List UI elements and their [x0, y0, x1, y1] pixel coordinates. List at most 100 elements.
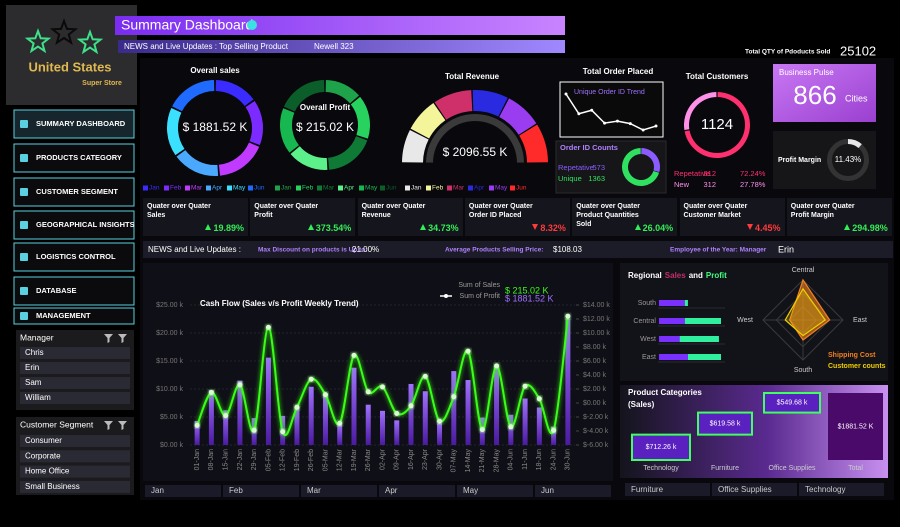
- bar: [294, 406, 300, 445]
- line-point: [536, 396, 542, 402]
- qoq-label: Quater over Quater Sales: [147, 203, 211, 219]
- bar: [522, 398, 528, 445]
- nav-label[interactable]: GEOGRAPHICAL INSIGHTS: [36, 220, 135, 229]
- slicer-item-label[interactable]: Erin: [25, 363, 39, 372]
- y-category-label: East: [642, 354, 656, 361]
- slicer-item-label[interactable]: William: [25, 393, 51, 402]
- legend-swatch: [164, 185, 169, 191]
- legend-label: Apr: [474, 185, 485, 192]
- slicer-item-label[interactable]: Sam: [25, 378, 42, 387]
- nav-label[interactable]: SUMMARY DASHBOARD: [36, 119, 126, 128]
- category-label[interactable]: Furniture: [631, 485, 664, 494]
- timeline-label[interactable]: Feb: [229, 486, 243, 495]
- news-employee-label: Employee of the Year: Manager: [670, 247, 767, 254]
- timeline-button[interactable]: [145, 485, 221, 497]
- category-label[interactable]: Office Supplies: [718, 485, 772, 494]
- slicer-item-label[interactable]: Small Business: [25, 482, 80, 491]
- slicer-item[interactable]: [20, 435, 130, 447]
- x-category-label: Furniture: [711, 465, 739, 472]
- news-price-value: $108.03: [553, 245, 582, 254]
- slicer-filter-icon[interactable]: [104, 421, 127, 430]
- line-point: [280, 429, 286, 435]
- legend-label: Jun: [516, 185, 527, 192]
- category-button[interactable]: [799, 483, 884, 496]
- nav-button[interactable]: [13, 276, 135, 306]
- trend-arrow: [205, 224, 212, 230]
- category-button[interactable]: [625, 483, 710, 496]
- nav-label[interactable]: LOGISTICS CONTROL: [36, 252, 116, 261]
- timeline-label[interactable]: Jun: [541, 486, 554, 495]
- nav-icon: [20, 154, 28, 162]
- y2-tick-label: $8.00 k: [583, 344, 606, 351]
- x-tick-label: 18-Jun: [536, 449, 543, 471]
- trend-arrow: [844, 224, 851, 230]
- legend-swatch: [426, 185, 431, 191]
- nav-label[interactable]: MANAGEMENT: [36, 311, 91, 320]
- x-tick-label: 14-May: [465, 449, 472, 473]
- line-point: [251, 427, 257, 433]
- timeline-label[interactable]: Jan: [151, 486, 164, 495]
- slicer-item[interactable]: [20, 377, 130, 389]
- qoq-label: Quater over Quater Product Quantities So…: [576, 203, 640, 228]
- bar: [351, 367, 357, 445]
- timeline-button[interactable]: [535, 485, 611, 497]
- x-tick-label: 01-Jan: [194, 449, 201, 471]
- timeline-button[interactable]: [301, 485, 377, 497]
- legend-swatch: [185, 185, 190, 191]
- title-part: and: [689, 271, 703, 280]
- trend-point: [564, 92, 568, 96]
- timeline-label[interactable]: May: [463, 486, 478, 495]
- bar: [265, 357, 271, 445]
- timeline-button[interactable]: [223, 485, 299, 497]
- nav-button[interactable]: [13, 109, 135, 139]
- nav-label[interactable]: PRODUCTS CATEGORY: [36, 153, 122, 162]
- line-point: [194, 422, 200, 428]
- slicer-item[interactable]: [20, 465, 130, 478]
- slicer-filter-icon[interactable]: [104, 334, 127, 343]
- nav-label[interactable]: DATABASE: [36, 286, 77, 295]
- logo-title: United States: [28, 59, 111, 74]
- nav-label[interactable]: CUSTOMER SEGMENT: [36, 187, 118, 196]
- pulse-card: [773, 64, 876, 122]
- slicer-item-label[interactable]: Consumer: [25, 436, 62, 445]
- qty-value: 25102: [840, 43, 876, 58]
- nav-button[interactable]: [13, 210, 135, 240]
- slicer-item-label[interactable]: Chris: [25, 348, 44, 357]
- category-button[interactable]: [712, 483, 797, 496]
- slicer-item[interactable]: [20, 480, 130, 493]
- nav-button[interactable]: [13, 177, 135, 207]
- slicer-item-label[interactable]: Corporate: [25, 451, 61, 460]
- nav-button[interactable]: [13, 242, 135, 272]
- category-label[interactable]: Technology: [805, 485, 845, 494]
- timeline-button[interactable]: [379, 485, 455, 497]
- timeline-button[interactable]: [457, 485, 533, 497]
- center-value: $ 2096.55 K: [443, 145, 508, 159]
- value-label: $549.68 k: [777, 400, 808, 407]
- legend-label: Feb: [302, 185, 314, 192]
- nav-button[interactable]: [13, 143, 135, 173]
- line-point: [308, 376, 314, 382]
- row-label: Repetative: [558, 163, 594, 172]
- x-tick-label: 02-Apr: [379, 448, 386, 470]
- slicer-item[interactable]: [20, 347, 130, 359]
- legend-label: Mar: [453, 185, 465, 192]
- trend-arrow: [532, 224, 539, 230]
- timeline-label[interactable]: Apr: [385, 486, 398, 495]
- half-donut-segment: [434, 90, 473, 120]
- line-point: [380, 384, 385, 390]
- slicer-item-label[interactable]: Home Office: [25, 467, 70, 476]
- nav-button[interactable]: [13, 307, 135, 325]
- news-discount-label: Max Discount on products is Up to:: [258, 247, 367, 254]
- y-tick-label: $10.00 k: [156, 386, 183, 393]
- slicer-item[interactable]: [20, 450, 130, 463]
- x-category-label: Total: [848, 465, 863, 472]
- bar-segment: [659, 300, 685, 306]
- slicer-item[interactable]: [20, 392, 130, 404]
- bar-segment: [687, 354, 721, 360]
- qoq-label: Quater over Quater Profit Margin: [790, 203, 855, 219]
- legend-label: Sum of Profit: [460, 293, 501, 300]
- timeline-label[interactable]: Mar: [307, 486, 321, 495]
- radar-label: West: [737, 317, 753, 324]
- slicer-item[interactable]: [20, 362, 130, 374]
